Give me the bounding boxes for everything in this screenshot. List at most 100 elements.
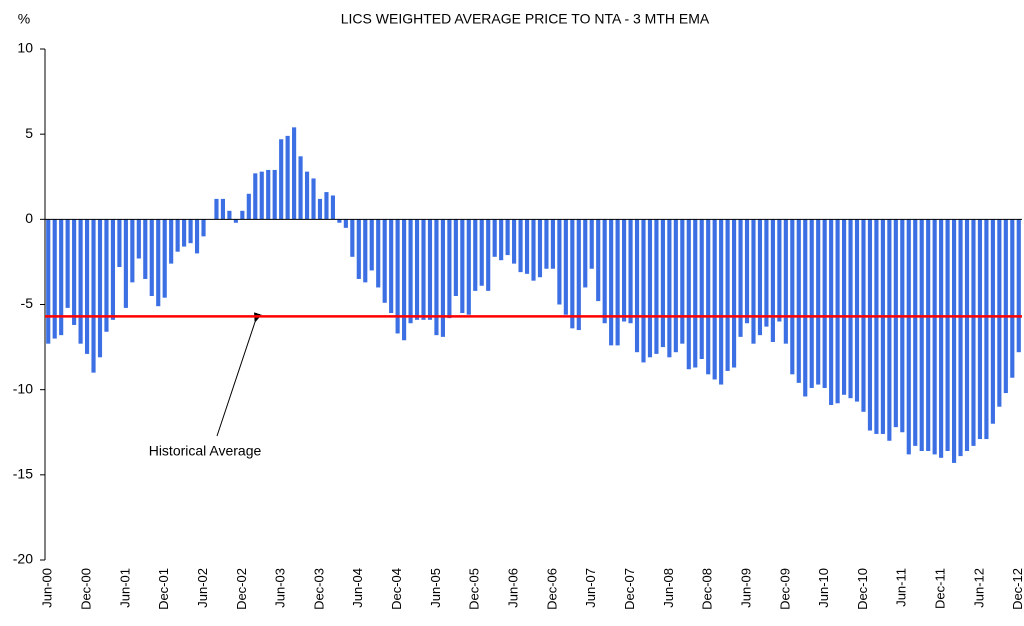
- bar: [900, 219, 905, 433]
- bar: [770, 219, 775, 342]
- bar: [660, 219, 665, 348]
- bar: [285, 135, 290, 220]
- x-tick-label: Dec-11: [933, 568, 948, 609]
- bar: [1010, 219, 1015, 378]
- bar: [777, 219, 782, 322]
- bar: [72, 219, 77, 325]
- bar: [628, 219, 633, 324]
- y-tick-label: 0: [25, 210, 33, 226]
- bar: [434, 219, 439, 336]
- x-tick-label: Jun-08: [661, 568, 676, 608]
- bar: [951, 219, 957, 463]
- bar: [143, 219, 148, 279]
- chart-title: LICS WEIGHTED AVERAGE PRICE TO NTA - 3 M…: [341, 11, 710, 27]
- x-tick-label: Dec-12: [1010, 568, 1024, 610]
- y-tick-label: -5: [21, 295, 34, 311]
- bar: [414, 219, 420, 320]
- bar: [557, 219, 562, 305]
- bar: [220, 198, 226, 220]
- bar: [990, 219, 995, 424]
- bar: [874, 219, 879, 434]
- bar: [977, 219, 983, 440]
- bar: [712, 219, 717, 380]
- bar: [279, 139, 284, 220]
- bar: [887, 219, 892, 441]
- bar: [939, 219, 944, 458]
- bar: [246, 193, 251, 220]
- bar: [421, 219, 426, 320]
- bar: [65, 219, 70, 308]
- bar: [214, 198, 219, 220]
- bar: [440, 219, 445, 337]
- bar: [906, 219, 911, 455]
- bar: [350, 219, 355, 257]
- bar: [958, 219, 963, 457]
- bar: [427, 219, 433, 320]
- bar: [641, 219, 646, 363]
- x-tick-label: Jun-12: [971, 568, 986, 608]
- bar: [732, 219, 737, 368]
- x-tick-label: Dec-10: [855, 568, 870, 610]
- bar: [156, 219, 161, 307]
- bar: [841, 219, 847, 395]
- bar: [537, 219, 543, 278]
- bar: [809, 219, 814, 388]
- x-tick-label: Dec-08: [700, 568, 715, 610]
- bar: [945, 219, 950, 451]
- bar: [52, 219, 57, 339]
- bar: [259, 171, 264, 220]
- bar: [402, 219, 407, 341]
- bar: [725, 219, 730, 371]
- bar: [453, 219, 458, 296]
- bar: [835, 219, 840, 404]
- bar: [803, 219, 808, 397]
- bar: [59, 219, 64, 336]
- bar: [796, 219, 801, 383]
- y-tick-label: -20: [13, 551, 33, 567]
- bar: [893, 219, 898, 428]
- annotation-arrow: [216, 312, 262, 437]
- bar: [550, 219, 555, 269]
- bar: [376, 219, 381, 288]
- bar: [997, 219, 1002, 407]
- x-tick-label: Dec-04: [389, 568, 404, 610]
- bar: [932, 219, 937, 455]
- bar: [667, 219, 672, 358]
- bar: [479, 219, 484, 286]
- bar: [596, 219, 601, 302]
- bar: [266, 169, 271, 220]
- x-tick-label: Dec-06: [544, 568, 559, 610]
- bar: [175, 219, 180, 252]
- bar: [123, 219, 128, 308]
- bar: [706, 219, 711, 375]
- x-tick-label: Dec-00: [78, 568, 93, 610]
- bar: [589, 219, 594, 269]
- bar: [744, 219, 750, 324]
- bar: [389, 219, 394, 314]
- bar: [751, 219, 756, 344]
- bar: [162, 219, 167, 298]
- x-tick-label: Jun-10: [816, 568, 831, 608]
- x-tick-label: Dec-07: [622, 568, 637, 610]
- bar: [913, 219, 918, 446]
- y-tick-label: -10: [13, 380, 33, 396]
- bar: [46, 219, 51, 344]
- bar: [369, 219, 374, 271]
- bar: [188, 219, 193, 244]
- bar: [330, 195, 335, 220]
- bar: [136, 219, 141, 259]
- bar: [104, 219, 109, 332]
- y-tick-label: 5: [25, 125, 33, 141]
- bar: [757, 219, 763, 336]
- bar: [822, 219, 827, 388]
- bar: [130, 219, 135, 283]
- bar: [201, 219, 206, 237]
- bar: [408, 219, 413, 324]
- bar: [466, 219, 471, 315]
- x-tick-label: Jun-11: [894, 568, 909, 607]
- bar: [395, 219, 400, 334]
- bar: [337, 219, 342, 223]
- bar: [673, 219, 678, 353]
- bar: [272, 169, 277, 220]
